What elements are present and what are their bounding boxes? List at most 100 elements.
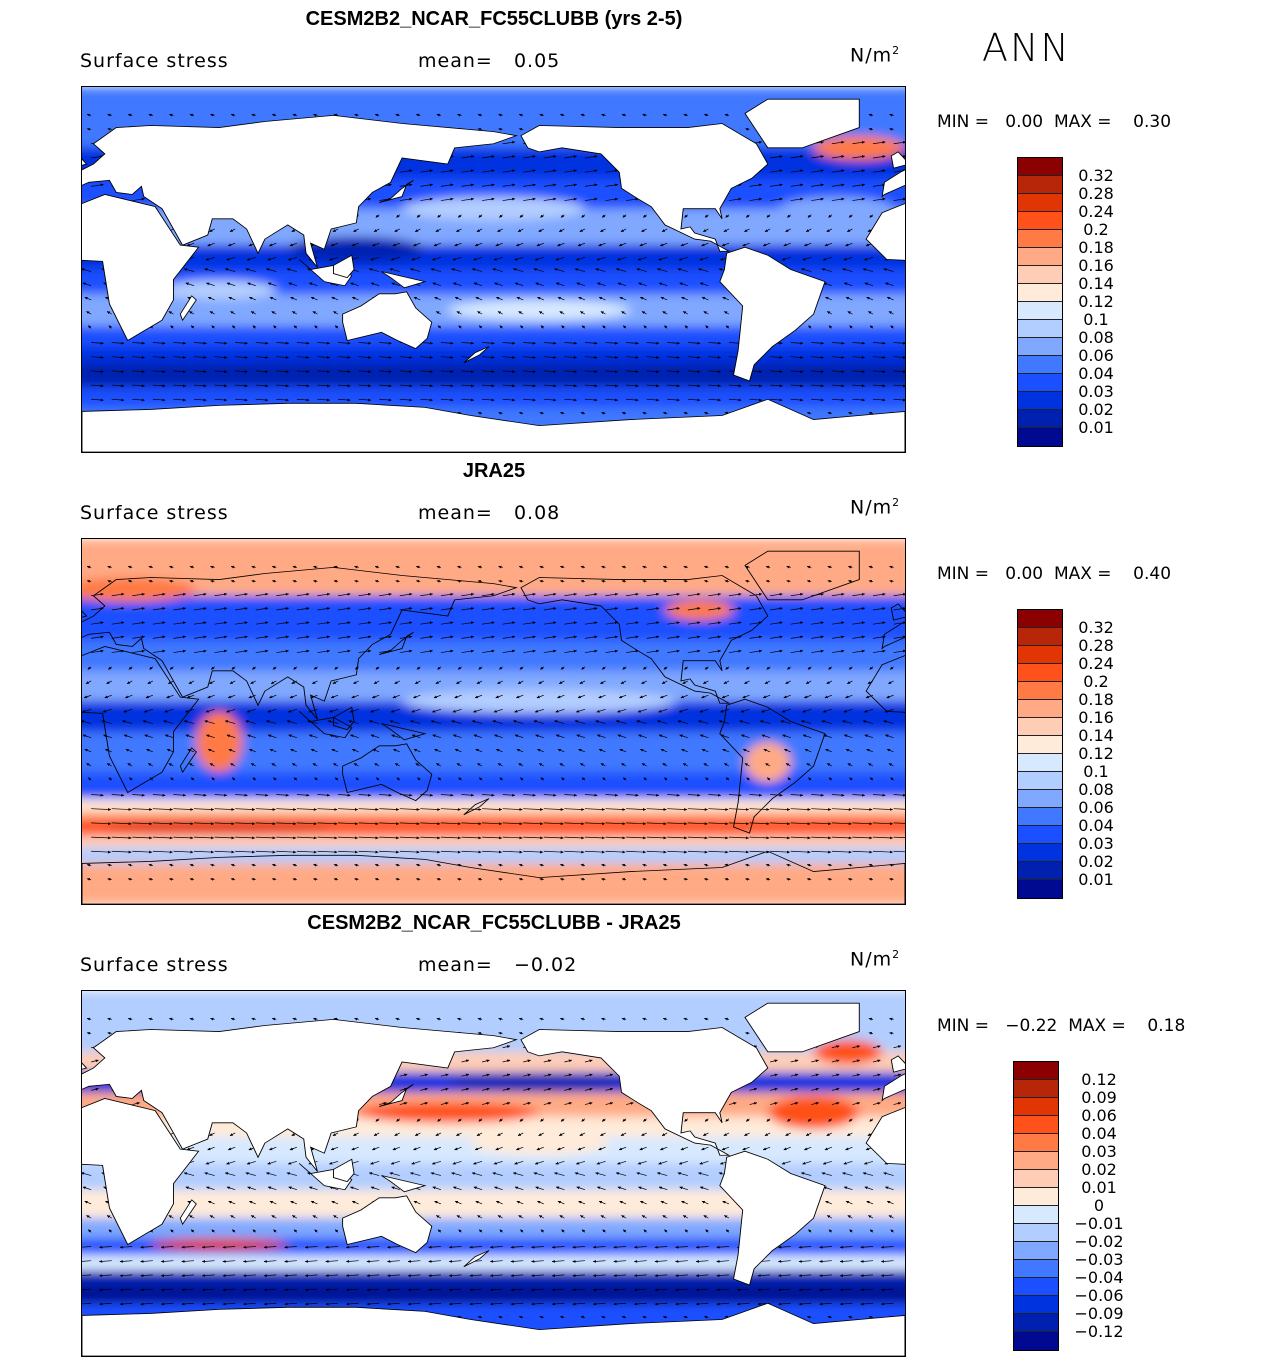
wind-arrow [205, 256, 215, 261]
wind-arrow [211, 325, 215, 329]
wind-arrow [440, 183, 454, 187]
wind-arrow [605, 197, 619, 201]
wind-arrow [536, 242, 544, 247]
wind-arrow [661, 228, 668, 232]
wind-arrow [338, 355, 351, 359]
wind-arrow [461, 341, 475, 345]
wind-arrow [890, 325, 894, 329]
wind-arrow [251, 113, 256, 117]
colorbar-tick-label: 0.04 [1078, 816, 1114, 835]
wind-arrow [825, 296, 833, 301]
wind-arrow [658, 282, 668, 287]
wind-arrow [440, 341, 454, 345]
wind-arrow [353, 228, 359, 232]
wind-arrow [516, 296, 524, 301]
contour-band [82, 640, 905, 672]
colorbar-bin [1018, 248, 1062, 266]
min-value: −0.22 [1005, 1016, 1058, 1036]
wind-arrow [869, 325, 874, 329]
wind-arrow [579, 228, 586, 232]
contour-patch [162, 279, 277, 300]
colorbar-tick-label: 0.03 [1078, 382, 1114, 401]
wind-arrow [682, 311, 689, 315]
wind-arrow [482, 197, 495, 201]
wind-arrow [543, 155, 557, 159]
wind-arrow [391, 282, 400, 287]
wind-arrow [643, 214, 647, 218]
wind-arrow [557, 296, 565, 301]
wind-arrow [811, 183, 824, 187]
colorbar-bin [1018, 610, 1062, 628]
colorbar-bin [1018, 176, 1062, 194]
wind-arrow [764, 228, 771, 232]
wind-arrow [170, 325, 174, 329]
contour-patch [402, 689, 677, 714]
wind-arrow [229, 228, 236, 232]
wind-arrow [392, 242, 400, 247]
wind-arrow [868, 127, 874, 131]
max-caption: MAX = [1068, 1016, 1126, 1036]
colorbar-bin [1014, 1062, 1058, 1080]
contour-patch [744, 741, 791, 783]
wind-arrow [824, 242, 833, 247]
wind-arrow [785, 228, 791, 232]
wind-arrow [639, 296, 647, 301]
wind-arrow [574, 268, 586, 272]
wind-arrow [660, 296, 668, 301]
wind-arrow [626, 355, 639, 359]
wind-arrow [358, 355, 372, 359]
contour-patch [767, 1096, 860, 1129]
colorbar [1017, 157, 1063, 447]
colorbar-bin [1018, 844, 1062, 862]
wind-arrow [289, 242, 298, 247]
colorbar-bin [1018, 320, 1062, 338]
wind-arrow [414, 228, 421, 232]
wind-arrow [313, 113, 318, 117]
wind-arrow [646, 341, 660, 345]
wind-arrow [440, 169, 454, 173]
wind-arrow [849, 325, 853, 329]
colorbar-tick-label: −0.01 [1074, 1214, 1124, 1233]
wind-arrow [831, 140, 845, 145]
wind-arrow [107, 127, 112, 131]
wind-arrow [559, 311, 565, 315]
wind-arrow [210, 113, 215, 117]
wind-arrow [621, 311, 627, 315]
wind-arrow [543, 169, 557, 173]
wind-arrow [823, 282, 832, 287]
wind-arrow [618, 242, 627, 247]
wind-arrow [559, 113, 565, 117]
wind-arrow [91, 341, 104, 345]
wind-arrow [564, 155, 578, 159]
wind-arrow [540, 325, 545, 329]
panel-title: CESM2B2_NCAR_FC55CLUBB - JRA25 [307, 912, 681, 934]
wind-arrow [811, 155, 824, 159]
colorbar-tick-label: 0.06 [1078, 346, 1114, 365]
wind-arrow [228, 296, 236, 301]
wind-arrow [440, 197, 454, 201]
colorbar-tick-label: 0.14 [1078, 274, 1114, 293]
wind-arrow [82, 282, 92, 287]
panel-title: CESM2B2_NCAR_FC55CLUBB (yrs 2-5) [305, 8, 683, 30]
wind-arrow [595, 268, 606, 272]
colorbar-tick-label: 0.16 [1078, 708, 1114, 727]
colorbar-tick-label: 0.18 [1078, 238, 1114, 257]
wind-arrow [374, 113, 380, 117]
wind-arrow [296, 341, 310, 345]
wind-arrow [317, 341, 331, 345]
colorbar-bin [1014, 1296, 1058, 1314]
wind-arrow [564, 197, 578, 201]
units-exponent: 2 [892, 948, 901, 961]
wind-arrow [584, 169, 598, 173]
wind-arrow [476, 228, 483, 232]
wind-arrow [245, 268, 256, 272]
wind-arrow [702, 228, 709, 232]
wind-arrow [842, 268, 853, 272]
wind-arrow [290, 296, 298, 301]
wind-arrow [701, 296, 709, 301]
wind-arrow [482, 183, 495, 187]
season-label: ANN [982, 26, 1071, 70]
wind-arrow [863, 256, 874, 261]
wind-arrow [235, 341, 248, 345]
wind-arrow [828, 214, 833, 218]
